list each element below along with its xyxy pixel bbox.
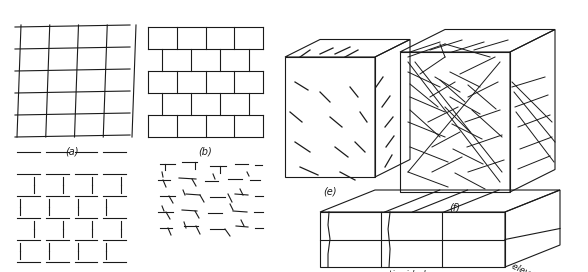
Text: (f): (f) — [450, 202, 460, 212]
Text: elevada continuidade: elevada continuidade — [510, 262, 588, 272]
Text: (e): (e) — [323, 187, 337, 197]
Text: (b): (b) — [199, 147, 212, 157]
Text: pequena continuidade: pequena continuidade — [330, 270, 431, 272]
Text: (a): (a) — [66, 147, 79, 157]
